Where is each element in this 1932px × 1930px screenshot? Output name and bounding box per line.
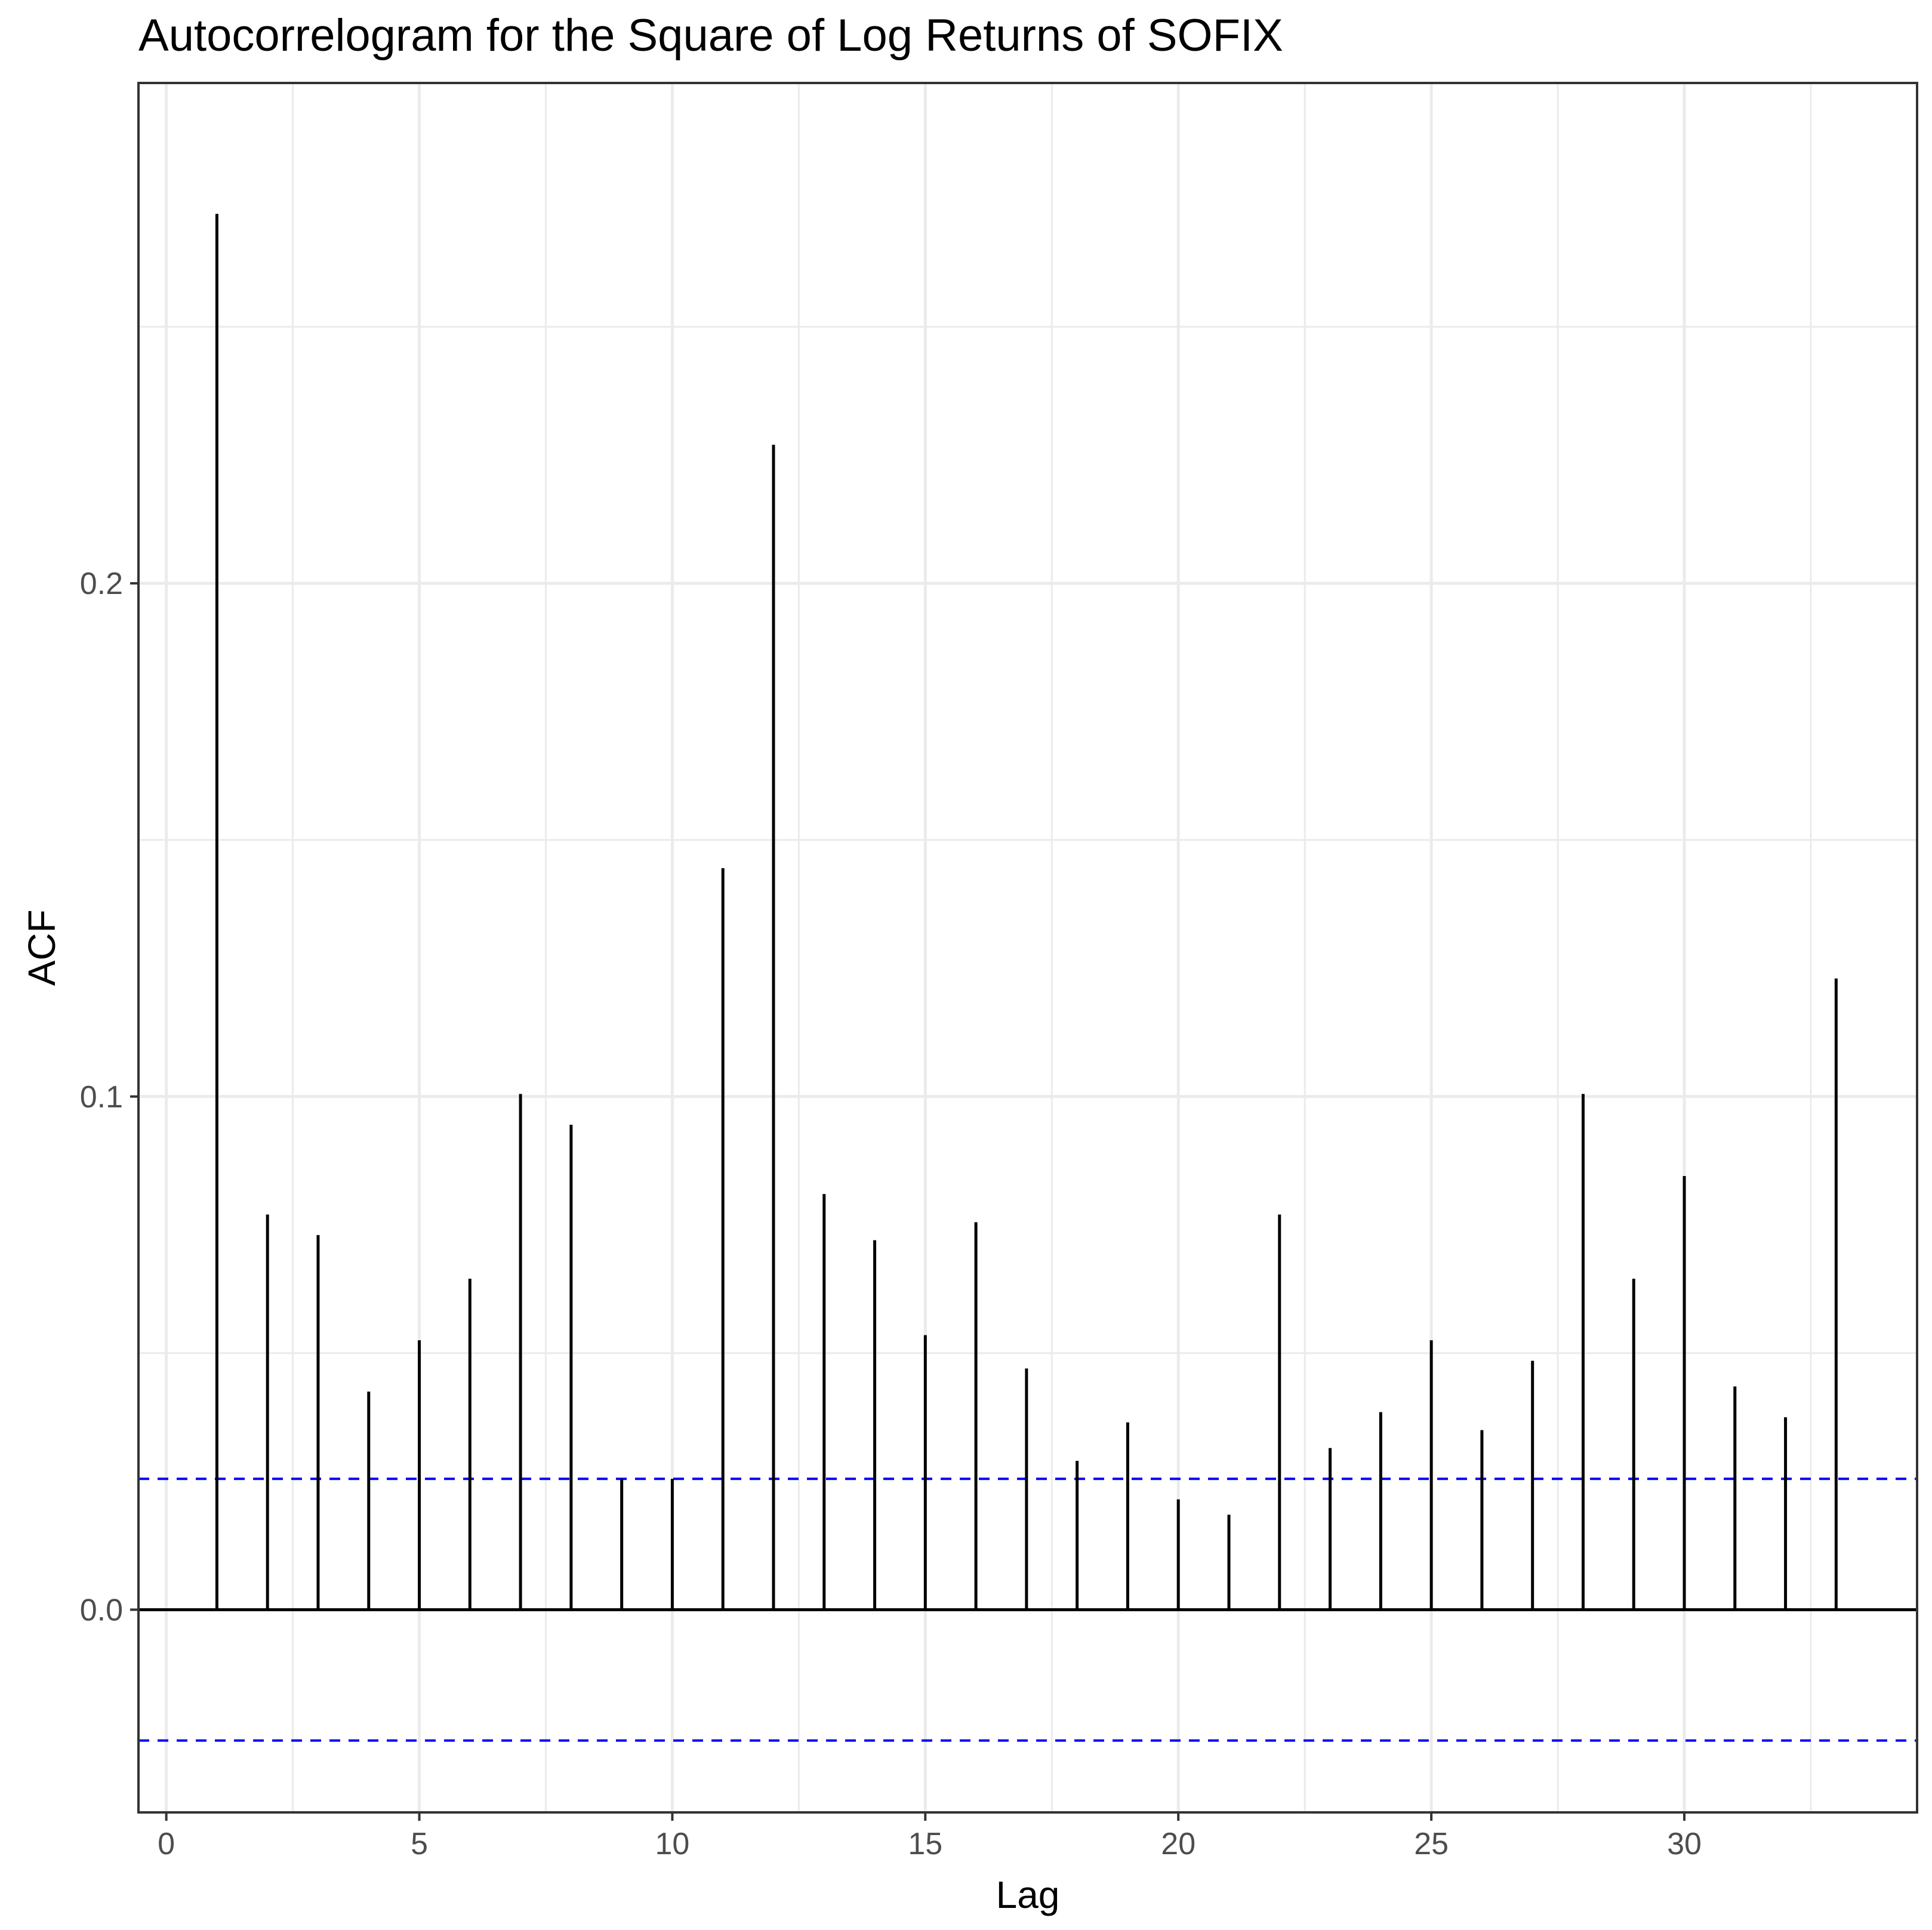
x-tick-label: 10 (655, 1827, 690, 1861)
x-tick-label: 0 (158, 1827, 175, 1861)
y-tick-label: 0.1 (80, 1080, 123, 1115)
x-tick-label: 30 (1667, 1827, 1702, 1861)
acf-bars (215, 214, 1838, 1610)
x-axis-title: Lag (996, 1873, 1060, 1916)
x-tick-label: 20 (1161, 1827, 1195, 1861)
panel-border (137, 82, 1918, 1814)
x-tick-label: 5 (411, 1827, 428, 1861)
y-tick-label: 0.2 (80, 567, 123, 601)
x-tick-label: 25 (1414, 1827, 1449, 1861)
y-tick-label: 0.0 (80, 1593, 123, 1627)
x-axis-ticks: 0 5 10 15 20 25 30 (158, 1812, 1702, 1861)
y-axis-ticks: 0.0 0.1 0.2 (80, 567, 138, 1627)
chart-title: Autocorrelogram for the Square of Log Re… (138, 10, 1283, 61)
y-axis-title: ACF (20, 910, 63, 986)
x-tick-label: 15 (908, 1827, 942, 1861)
